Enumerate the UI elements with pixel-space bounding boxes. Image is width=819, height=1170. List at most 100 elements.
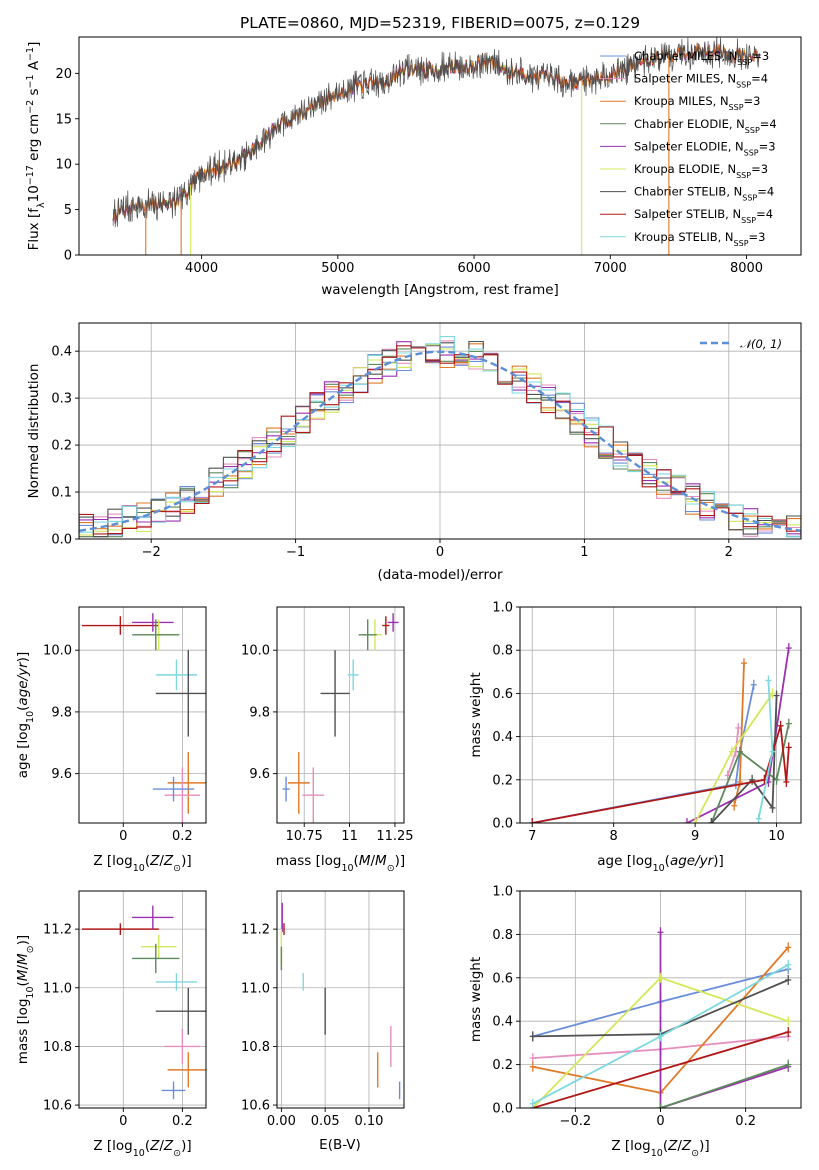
label-part: −17 <box>25 165 36 185</box>
x-tick-label: 10 <box>768 829 785 844</box>
label-part: / <box>370 853 375 869</box>
legend-entry-label: Chabrier ELODIE, NSSP=4 <box>634 117 777 135</box>
label-part: )] <box>15 652 31 663</box>
label-part: age [log <box>15 723 31 778</box>
y-tick-label: 9.8 <box>51 705 72 720</box>
label-part: ( <box>15 706 31 711</box>
y-tick-label: 0.4 <box>492 730 513 745</box>
y-tick-label: 0.6 <box>492 687 513 702</box>
legend-name: Salpeter ELODIE, N <box>634 139 744 153</box>
label-part: / <box>159 853 164 869</box>
legend-name: Kroupa MILES, N <box>634 94 729 108</box>
legend-tail: =3 <box>752 49 769 63</box>
label-part: 10 <box>133 863 145 874</box>
x-axis-label: age [log10(age/yr)] <box>597 853 723 874</box>
legend-tail: =3 <box>751 162 768 176</box>
y-tick-label: 0.2 <box>492 1058 513 1073</box>
y-tick-label: 9.8 <box>249 705 270 720</box>
label-part: 10 <box>133 1148 145 1159</box>
x-tick-label: 11.25 <box>376 829 413 844</box>
panel-frame <box>276 606 405 824</box>
legend-name: Kroupa ELODIE, N <box>634 162 736 176</box>
label-part: M <box>15 953 31 965</box>
label-part: erg cm <box>26 114 42 165</box>
label-part: )] <box>395 853 406 869</box>
legend-name: Chabrier STELIB, N <box>634 185 742 199</box>
label-part: Z <box>149 853 160 869</box>
weight-plot-area <box>529 927 792 1108</box>
label-part: / <box>15 965 31 970</box>
label-part: ⊙ <box>25 945 36 953</box>
histogram-frame <box>78 322 802 540</box>
y-axis-label: mass weight <box>468 957 484 1042</box>
label-part: Z <box>681 1138 692 1154</box>
y-tick-label: 10.0 <box>43 644 72 659</box>
label-part: Z <box>163 1138 174 1154</box>
x-tick-label: 8000 <box>730 261 763 276</box>
residual-histogram-steps <box>79 345 801 538</box>
x-tick-label: 0.00 <box>267 1114 296 1129</box>
label-part: )] <box>713 853 724 869</box>
x-axis-label: mass [log10(M/M⊙)] <box>276 853 405 874</box>
x-axis-label: Z [log10(Z/Z⊙)] <box>93 1138 191 1159</box>
label-part: ( <box>15 981 31 986</box>
legend-entry-label: 𝒩(0, 1) <box>740 337 782 351</box>
x-tick-label: −2 <box>142 545 161 560</box>
x-tick-label: 0.10 <box>354 1114 383 1129</box>
panel-frame <box>78 890 207 1109</box>
legend-tail: =3 <box>744 94 761 108</box>
legend-sub: SSP <box>737 58 752 67</box>
x-axis-label: Z [log10(Z/Z⊙)] <box>93 853 191 874</box>
x-tick-label: 5000 <box>321 261 354 276</box>
label-part: 10 <box>26 185 42 202</box>
legend-sub: SSP <box>736 80 751 89</box>
y-tick-label: 1.0 <box>492 885 513 900</box>
label-part: M <box>15 969 31 981</box>
histogram-plot-area <box>79 336 801 538</box>
legend-entry-label: Salpeter STELIB, NSSP=4 <box>634 207 773 225</box>
legend-tail: =4 <box>751 72 768 86</box>
x-tick-label: 0.2 <box>172 1114 193 1129</box>
x-tick-label: 1 <box>580 545 588 560</box>
y-tick-label: 10.8 <box>43 1040 72 1055</box>
legend-name: Chabrier MILES, N <box>634 49 737 63</box>
x-axis-label: (data-model)/error <box>377 567 503 583</box>
label-part: )] <box>15 935 31 946</box>
y-tick-label: 0.6 <box>492 971 513 986</box>
label-part: −1 <box>25 74 36 88</box>
label-part: ⊙ <box>691 1148 699 1159</box>
mass-vs-metallicity-panel: 0 0.210.610.811.011.2Z [log10(Z/Z⊙)]mass … <box>15 890 207 1159</box>
legend-entry-label: Chabrier MILES, NSSP=3 <box>634 49 769 67</box>
figure-title: PLATE=0860, MJD=52319, FIBERID=0075, z=0… <box>240 14 640 32</box>
x-tick-label: −0.2 <box>560 1114 592 1129</box>
mass-weight-line <box>710 695 778 823</box>
scatter-plot-area <box>81 905 206 1100</box>
y-tick-label: 9.6 <box>249 767 270 782</box>
y-tick-label: 0.0 <box>51 533 72 548</box>
x-tick-label: −1 <box>286 545 305 560</box>
y-tick-label: 10 <box>55 158 72 173</box>
weight-plot-area <box>529 643 792 823</box>
x-tick-label: 8 <box>610 829 618 844</box>
y-axis-label: mass weight <box>468 672 484 757</box>
spectrum-panel: 4000 5000 6000 7000 8000 0 5 10 15 20 Chabrier MIL… <box>25 36 802 298</box>
label-part: −1 <box>25 47 36 61</box>
y-tick-label: 9.6 <box>51 767 72 782</box>
label-part: mass [log <box>15 999 31 1065</box>
x-tick-label: 0 <box>656 1114 664 1129</box>
x-tick-label: 0 <box>436 545 444 560</box>
legend-sub: SSP <box>734 238 749 247</box>
y-tick-label: 10.6 <box>241 1099 270 1114</box>
label-part: A <box>26 60 42 74</box>
legend-tail: =4 <box>760 117 777 131</box>
y-tick-label: 0.4 <box>51 345 72 360</box>
legend-tail: =3 <box>749 230 766 244</box>
label-part: ⊙ <box>173 863 181 874</box>
x-tick-label: 0 <box>119 829 127 844</box>
age-vs-metallicity-panel: 0 0.29.69.810.0Z [log10(Z/Z⊙)]age [log10(… <box>15 606 207 874</box>
label-part: s <box>26 88 42 99</box>
label-part: Z <box>149 1138 160 1154</box>
label-part: λ <box>36 202 47 208</box>
y-tick-label: 11.0 <box>43 981 72 996</box>
